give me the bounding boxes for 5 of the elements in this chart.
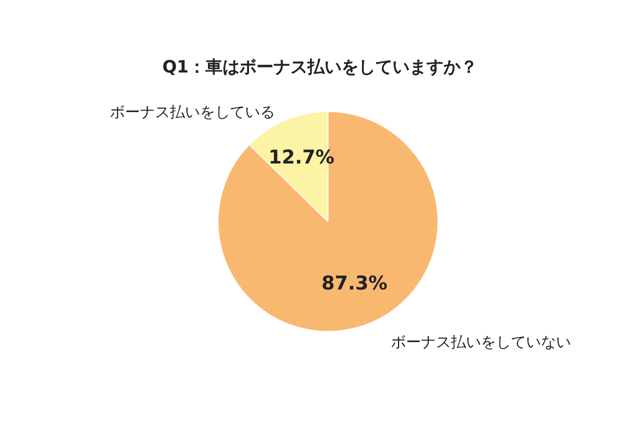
- slice-label: ボーナス払いをしている: [110, 102, 276, 121]
- slice-label: ボーナス払いをしていない: [390, 332, 571, 351]
- chart-title: Q1：車はボーナス払いをしていますか？: [162, 57, 478, 78]
- data-label: 87.3%: [322, 272, 388, 294]
- data-label: 12.7%: [268, 146, 334, 169]
